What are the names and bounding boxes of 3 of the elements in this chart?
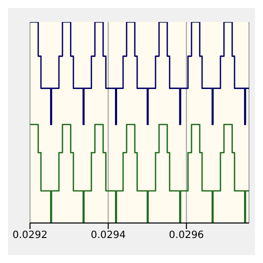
x-tick-label: 0.0292 <box>12 230 48 242</box>
x-tick-label: 0.0296 <box>168 230 204 242</box>
x-tick-label: 0.0294 <box>90 230 126 242</box>
